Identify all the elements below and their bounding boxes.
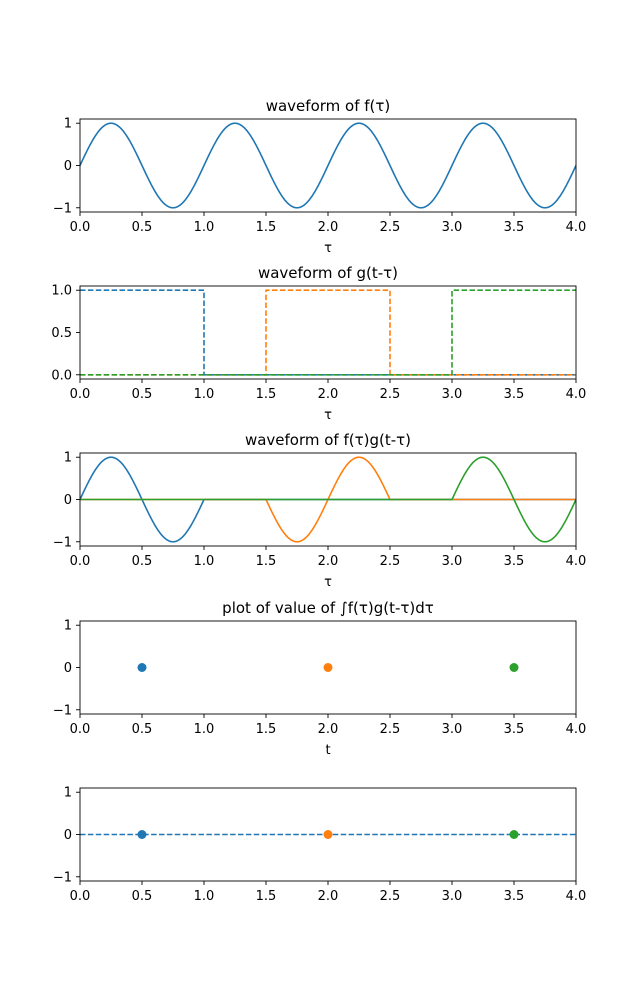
x-tick-label: 0.0 xyxy=(70,722,91,737)
chart-title: plot of value of ∫f(τ)g(t-τ)dτ xyxy=(222,599,434,617)
chart-panel-1: 0.0 0.5 1.0 1.5 2.0 2.5 3.0 3.5 4.0 −1 0 1 τ waveform… xyxy=(53,97,587,256)
y-tick-label: −1 xyxy=(53,201,72,216)
series-line-3 xyxy=(80,456,576,543)
x-tick-label: 3.5 xyxy=(504,722,525,737)
data-point-2 xyxy=(323,663,333,672)
y-tick-label: 0 xyxy=(64,828,72,843)
x-tick-label: 1.0 xyxy=(194,387,215,402)
axes-frame xyxy=(79,285,577,380)
series-line-3 xyxy=(80,289,576,376)
x-tick-label: 2.0 xyxy=(318,220,339,235)
x-axis-label: τ xyxy=(324,241,332,256)
x-tick-label: 0.5 xyxy=(132,220,153,235)
x-tick-label: 4.0 xyxy=(566,387,587,402)
y-tick-label: 0 xyxy=(64,493,72,508)
x-tick-label: 1.0 xyxy=(194,554,215,569)
y-tick-label: 0.0 xyxy=(51,368,72,383)
x-tick-label: 1.0 xyxy=(194,220,215,235)
x-tick-label: 3.0 xyxy=(442,889,463,904)
y-tick-label: 0 xyxy=(64,159,72,174)
y-tick-label: 1 xyxy=(64,786,72,801)
series-line-1 xyxy=(80,289,576,376)
x-tick-label: 4.0 xyxy=(566,220,587,235)
x-tick-label: 2.0 xyxy=(318,554,339,569)
data-point-2 xyxy=(323,830,333,839)
x-tick-label: 2.0 xyxy=(318,387,339,402)
x-tick-label: 4.0 xyxy=(566,554,587,569)
y-tick-label: −1 xyxy=(53,870,72,885)
plot-area xyxy=(137,663,519,672)
plot-area xyxy=(80,289,576,376)
x-tick-label: 2.0 xyxy=(318,889,339,904)
x-tick-label: 4.0 xyxy=(566,889,587,904)
x-tick-label: 1.5 xyxy=(256,722,277,737)
x-tick-label: 2.0 xyxy=(318,722,339,737)
x-tick-label: 0.0 xyxy=(70,387,91,402)
x-axis-label: τ xyxy=(324,408,332,423)
x-tick-label: 3.5 xyxy=(504,554,525,569)
y-tick-label: 0.5 xyxy=(51,326,72,341)
data-point-1 xyxy=(137,830,147,839)
x-tick-label: 3.0 xyxy=(442,220,463,235)
chart-title: waveform of f(τ) xyxy=(266,97,391,115)
x-tick-label: 3.0 xyxy=(442,387,463,402)
chart-panel-5: 0.0 0.5 1.0 1.5 2.0 2.5 3.0 3.5 4.0 −1 0 1 xyxy=(53,786,587,904)
series-line-2 xyxy=(80,289,576,376)
x-tick-label: 2.5 xyxy=(380,889,401,904)
x-tick-label: 0.5 xyxy=(132,554,153,569)
x-tick-label: 3.0 xyxy=(442,554,463,569)
x-axis-label: t xyxy=(325,743,330,758)
y-tick-label: 1 xyxy=(64,117,72,132)
y-tick-label: 1 xyxy=(64,619,72,634)
x-tick-label: 0.5 xyxy=(132,722,153,737)
x-tick-label: 1.5 xyxy=(256,554,277,569)
plot-area xyxy=(80,456,576,543)
x-tick-label: 1.5 xyxy=(256,220,277,235)
y-tick-label: 1 xyxy=(64,451,72,466)
x-axis-label: τ xyxy=(324,575,332,590)
x-tick-label: 3.5 xyxy=(504,387,525,402)
chart-panel-2: 0.0 0.5 1.0 1.5 2.0 2.5 3.0 3.5 4.0 0.0 0.5 1.0 τ wav… xyxy=(51,264,586,423)
x-tick-label: 2.5 xyxy=(380,722,401,737)
x-tick-label: 1.5 xyxy=(256,889,277,904)
y-tick-label: −1 xyxy=(53,703,72,718)
x-tick-label: 0.0 xyxy=(70,889,91,904)
x-tick-label: 0.5 xyxy=(132,387,153,402)
x-tick-label: 3.5 xyxy=(504,889,525,904)
chart-panel-4: 0.0 0.5 1.0 1.5 2.0 2.5 3.0 3.5 4.0 −1 0 1 t plot of … xyxy=(53,599,587,758)
chart-title: waveform of g(t-τ) xyxy=(258,264,398,282)
y-tick-label: 1.0 xyxy=(51,284,72,299)
chart-title: waveform of f(τ)g(t-τ) xyxy=(245,431,411,449)
x-tick-label: 3.0 xyxy=(442,722,463,737)
plot-area xyxy=(80,122,576,209)
y-tick-label: −1 xyxy=(53,535,72,550)
plot-area xyxy=(80,830,576,839)
x-tick-label: 2.5 xyxy=(380,554,401,569)
chart-panel-3: 0.0 0.5 1.0 1.5 2.0 2.5 3.0 3.5 4.0 −1 0 1 τ waveform… xyxy=(53,431,587,590)
x-tick-label: 1.0 xyxy=(194,889,215,904)
x-tick-label: 4.0 xyxy=(566,722,587,737)
data-point-3 xyxy=(509,663,519,672)
data-point-3 xyxy=(509,830,519,839)
x-tick-label: 0.0 xyxy=(70,220,91,235)
x-tick-label: 3.5 xyxy=(504,220,525,235)
x-tick-label: 1.0 xyxy=(194,722,215,737)
data-point-1 xyxy=(137,663,147,672)
x-tick-label: 1.5 xyxy=(256,387,277,402)
x-tick-label: 2.5 xyxy=(380,387,401,402)
x-tick-label: 2.5 xyxy=(380,220,401,235)
series-line-1 xyxy=(80,122,576,209)
x-tick-label: 0.0 xyxy=(70,554,91,569)
x-tick-label: 0.5 xyxy=(132,889,153,904)
y-tick-label: 0 xyxy=(64,661,72,676)
